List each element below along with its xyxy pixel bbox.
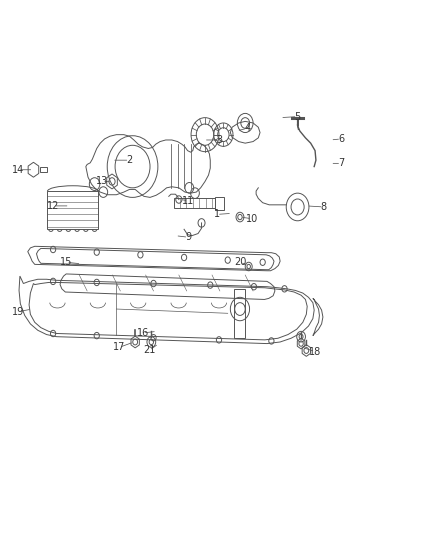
Text: 2: 2 <box>127 155 133 165</box>
Text: 11: 11 <box>182 196 194 206</box>
Text: 4: 4 <box>244 123 251 133</box>
Text: 16: 16 <box>137 328 149 338</box>
Text: 20: 20 <box>234 257 246 267</box>
Text: 6: 6 <box>338 134 344 144</box>
Text: 14: 14 <box>12 165 24 175</box>
Text: 18: 18 <box>309 346 321 357</box>
Text: 17: 17 <box>113 342 126 352</box>
Text: 13: 13 <box>96 176 108 187</box>
Text: 1: 1 <box>214 209 220 220</box>
Text: 21: 21 <box>143 345 155 356</box>
Text: 9: 9 <box>185 232 191 243</box>
Text: 5: 5 <box>294 111 301 122</box>
Text: 3: 3 <box>216 135 222 145</box>
Text: 19: 19 <box>12 306 24 317</box>
Text: 7: 7 <box>338 158 344 168</box>
Text: 8: 8 <box>321 202 327 212</box>
Text: 12: 12 <box>47 201 59 211</box>
Text: 10: 10 <box>246 214 258 224</box>
Text: 15: 15 <box>60 257 72 267</box>
